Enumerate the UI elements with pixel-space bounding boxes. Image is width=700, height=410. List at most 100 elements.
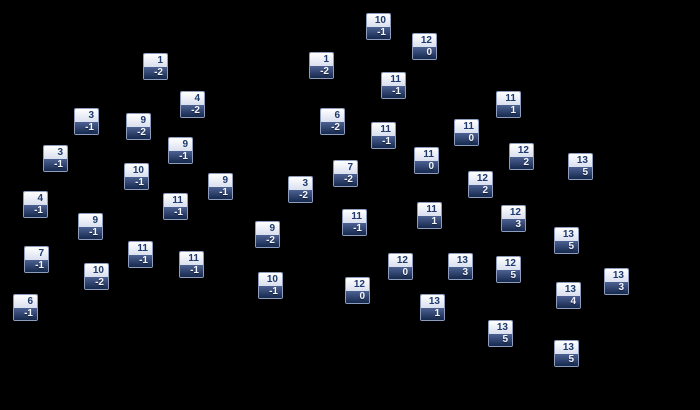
marker-top-value: 1 <box>310 53 333 66</box>
temperature-marker[interactable]: 10 -2 <box>84 263 109 290</box>
marker-bottom-value: 0 <box>389 267 412 279</box>
marker-top-value: 3 <box>289 177 312 190</box>
temperature-marker[interactable]: 11 -1 <box>163 193 188 220</box>
temperature-marker[interactable]: 1 -2 <box>309 52 334 79</box>
temperature-marker[interactable]: 9 -1 <box>208 173 233 200</box>
marker-top-value: 12 <box>469 172 492 185</box>
marker-bottom-value: 2 <box>510 157 533 169</box>
temperature-marker[interactable]: 13 4 <box>556 282 581 309</box>
marker-top-value: 3 <box>44 146 67 159</box>
temperature-marker[interactable]: 9 -2 <box>126 113 151 140</box>
temperature-marker[interactable]: 4 -1 <box>23 191 48 218</box>
temperature-marker[interactable]: 11 -1 <box>128 241 153 268</box>
marker-bottom-value: -1 <box>343 223 366 235</box>
temperature-marker[interactable]: 7 -1 <box>24 246 49 273</box>
marker-bottom-value: -1 <box>169 151 192 163</box>
temperature-marker[interactable]: 6 -1 <box>13 294 38 321</box>
temperature-marker[interactable]: 4 -2 <box>180 91 205 118</box>
temperature-marker[interactable]: 7 -2 <box>333 160 358 187</box>
temperature-marker[interactable]: 11 -1 <box>342 209 367 236</box>
temperature-marker[interactable]: 9 -2 <box>255 221 280 248</box>
temperature-marker[interactable]: 1 -2 <box>143 53 168 80</box>
marker-top-value: 10 <box>85 264 108 277</box>
marker-bottom-value: -2 <box>181 105 204 117</box>
marker-bottom-value: 5 <box>555 354 578 366</box>
marker-bottom-value: 3 <box>605 282 628 294</box>
marker-top-value: 13 <box>449 254 472 267</box>
temperature-marker[interactable]: 13 1 <box>420 294 445 321</box>
temperature-marker[interactable]: 3 -2 <box>288 176 313 203</box>
marker-bottom-value: -1 <box>79 227 102 239</box>
temperature-marker[interactable]: 12 5 <box>496 256 521 283</box>
marker-top-value: 1 <box>144 54 167 67</box>
temperature-marker[interactable]: 3 -1 <box>74 108 99 135</box>
marker-top-value: 12 <box>510 144 533 157</box>
marker-top-value: 11 <box>372 123 395 136</box>
temperature-marker[interactable]: 13 3 <box>448 253 473 280</box>
temperature-marker[interactable]: 13 5 <box>568 153 593 180</box>
temperature-marker[interactable]: 11 0 <box>454 119 479 146</box>
temperature-marker[interactable]: 13 5 <box>554 227 579 254</box>
marker-bottom-value: 5 <box>489 334 512 346</box>
marker-top-value: 13 <box>569 154 592 167</box>
temperature-marker[interactable]: 12 2 <box>509 143 534 170</box>
marker-bottom-value: -1 <box>259 286 282 298</box>
temperature-marker[interactable]: 9 -1 <box>78 213 103 240</box>
marker-bottom-value: -2 <box>144 67 167 79</box>
marker-bottom-value: -1 <box>125 177 148 189</box>
temperature-marker[interactable]: 12 0 <box>345 277 370 304</box>
marker-bottom-value: -2 <box>256 235 279 247</box>
marker-top-value: 9 <box>209 174 232 187</box>
marker-top-value: 12 <box>502 206 525 219</box>
marker-top-value: 11 <box>455 120 478 133</box>
temperature-marker[interactable]: 11 -1 <box>381 72 406 99</box>
marker-bottom-value: -1 <box>372 136 395 148</box>
temperature-marker[interactable]: 9 -1 <box>168 137 193 164</box>
marker-bottom-value: -1 <box>129 255 152 267</box>
temperature-marker[interactable]: 12 0 <box>388 253 413 280</box>
marker-top-value: 10 <box>125 164 148 177</box>
marker-top-value: 12 <box>413 34 436 47</box>
marker-bottom-value: 0 <box>415 161 438 173</box>
temperature-marker[interactable]: 12 3 <box>501 205 526 232</box>
temperature-marker[interactable]: 6 -2 <box>320 108 345 135</box>
marker-bottom-value: 4 <box>557 296 580 308</box>
marker-bottom-value: -1 <box>24 205 47 217</box>
marker-top-value: 10 <box>259 273 282 286</box>
temperature-marker[interactable]: 11 -1 <box>179 251 204 278</box>
temperature-marker[interactable]: 13 5 <box>554 340 579 367</box>
marker-top-value: 7 <box>334 161 357 174</box>
marker-bottom-value: 0 <box>455 133 478 145</box>
marker-top-value: 9 <box>169 138 192 151</box>
marker-top-value: 11 <box>129 242 152 255</box>
temperature-marker[interactable]: 10 -1 <box>124 163 149 190</box>
marker-bottom-value: -2 <box>310 66 333 78</box>
marker-bottom-value: 5 <box>497 270 520 282</box>
marker-top-value: 12 <box>389 254 412 267</box>
marker-top-value: 11 <box>382 73 405 86</box>
temperature-marker[interactable]: 11 0 <box>414 147 439 174</box>
marker-top-value: 7 <box>25 247 48 260</box>
marker-bottom-value: -1 <box>44 159 67 171</box>
marker-bottom-value: -2 <box>289 190 312 202</box>
temperature-marker[interactable]: 13 5 <box>488 320 513 347</box>
temperature-marker[interactable]: 11 1 <box>496 91 521 118</box>
marker-top-value: 4 <box>24 192 47 205</box>
marker-bottom-value: -1 <box>164 207 187 219</box>
marker-top-value: 11 <box>164 194 187 207</box>
temperature-marker[interactable]: 12 0 <box>412 33 437 60</box>
marker-bottom-value: 0 <box>346 291 369 303</box>
temperature-marker[interactable]: 11 -1 <box>371 122 396 149</box>
marker-bottom-value: -1 <box>209 187 232 199</box>
temperature-marker[interactable]: 11 1 <box>417 202 442 229</box>
marker-bottom-value: -1 <box>180 265 203 277</box>
temperature-marker[interactable]: 3 -1 <box>43 145 68 172</box>
temperature-marker[interactable]: 10 -1 <box>258 272 283 299</box>
marker-top-value: 11 <box>415 148 438 161</box>
temperature-marker[interactable]: 13 3 <box>604 268 629 295</box>
temperature-marker[interactable]: 12 2 <box>468 171 493 198</box>
temperature-marker[interactable]: 10 -1 <box>366 13 391 40</box>
marker-bottom-value: -2 <box>334 174 357 186</box>
marker-bottom-value: -2 <box>127 127 150 139</box>
